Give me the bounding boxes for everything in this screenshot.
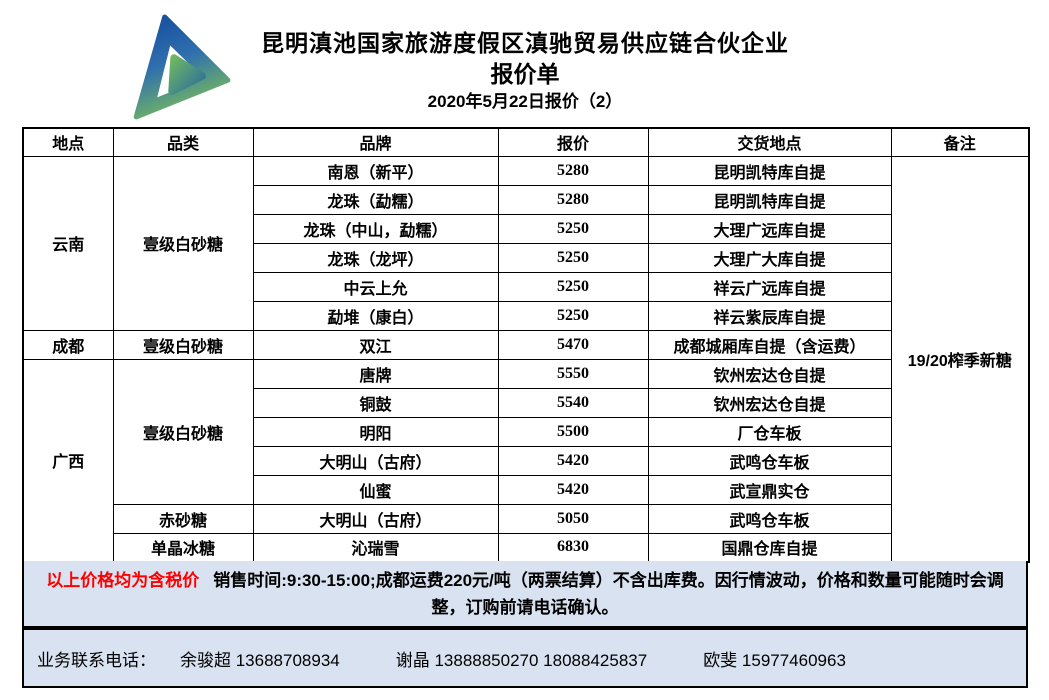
date-line: 2020年5月22日报价（2）: [427, 92, 623, 111]
delivery-cell: 武宣鼎实仓: [647, 474, 892, 505]
brand-cell: 明阳: [252, 416, 499, 447]
price-cell: 5250: [497, 213, 649, 244]
table-row: 龙珠（中山，勐糯） 5250 大理广远库自提: [23, 213, 1029, 244]
table-row: 云南 壹级白砂糖 南恩（新平） 5280 昆明凯特库自提 19/20榨季新糖: [22, 155, 1030, 563]
delivery-cell: 祥云广远库自提: [647, 271, 892, 302]
delivery-cell: 成都城厢库自提（含运费）: [647, 329, 892, 360]
quotation-table: 地点 品类 品牌 报价 交货地点 备注 云南 壹级白砂糖 南恩（新平） 5280 昆明凯特库自提 1…: [22, 127, 1030, 563]
note-text: 以上价格均为含税价 销售时间:9:30-15:00;成都运费220元/吨（两票结算…: [24, 567, 1026, 621]
category-cell: 单晶冰糖: [112, 532, 254, 563]
brand-cell: 铜鼓: [252, 387, 499, 418]
contact-label: 业务联系电话：: [37, 650, 156, 670]
price-cell: 5250: [497, 242, 649, 273]
table-row: 广西 壹级白砂糖 唐牌 5550 钦州宏达仓自提: [22, 358, 1029, 563]
brand-cell: 唐牌: [252, 358, 499, 389]
table-row: 中云上允 5250 祥云广远库自提: [23, 271, 1029, 302]
delivery-cell: 钦州宏达仓自提: [647, 387, 892, 418]
column-header-0: 地点: [22, 127, 114, 157]
price-cell: 5420: [497, 474, 649, 505]
contact-person-2: 欧斐 15977460963: [703, 650, 846, 670]
remark-cell: 19/20榨季新糖: [890, 155, 1030, 563]
table-row: 铜鼓 5540 钦州宏达仓自提: [23, 387, 1029, 418]
brand-cell: 龙珠（龙坪）: [252, 242, 499, 273]
brand-cell: 大明山（古府）: [252, 503, 499, 534]
location-cell: 广西: [22, 358, 114, 563]
brand-cell: 大明山（古府）: [252, 445, 499, 476]
price-cell: 5500: [497, 416, 649, 447]
company-name: 昆明滇池国家旅游度假区滇驰贸易供应链合伙企业: [261, 30, 789, 56]
table-row: 龙珠（龙坪） 5250 大理广大库自提: [23, 242, 1029, 273]
brand-cell: 勐堆（康白）: [252, 300, 499, 331]
brand-cell: 南恩（新平）: [252, 155, 499, 186]
column-header-4: 交货地点: [647, 127, 892, 157]
category-cell: 壹级白砂糖: [112, 358, 254, 505]
price-cell: 6830: [497, 532, 649, 563]
table-row: 赤砂糖 大明山（古府） 5050 武鸣仓车板: [23, 503, 1029, 534]
price-cell: 5250: [497, 300, 649, 331]
column-header-1: 品类: [112, 127, 254, 157]
brand-cell: 双江: [252, 329, 499, 360]
price-cell: 5420: [497, 445, 649, 476]
brand-cell: 龙珠（中山，勐糯）: [252, 213, 499, 244]
table-row: 勐堆（康白） 5250 祥云紫辰库自提: [23, 300, 1029, 331]
location-cell: 成都: [22, 329, 114, 360]
delivery-cell: 国鼎仓库自提: [647, 532, 892, 563]
brand-cell: 沁瑞雪: [252, 532, 499, 563]
contact-band: 业务联系电话： 余骏超 13688708934 谢晶 13888850270 18…: [22, 628, 1028, 688]
title-block: 昆明滇池国家旅游度假区滇驰贸易供应链合伙企业 报价单 2020年5月22日报价（…: [22, 28, 1028, 114]
contact-person-0: 余骏超 13688708934: [180, 650, 340, 670]
delivery-cell: 钦州宏达仓自提: [647, 358, 892, 389]
delivery-cell: 武鸣仓车板: [647, 503, 892, 534]
price-cell: 5540: [497, 387, 649, 418]
company-logo: [133, 14, 231, 120]
table-row: 仙蜜 5420 武宣鼎实仓: [23, 474, 1029, 505]
category-cell: 壹级白砂糖: [112, 155, 254, 331]
category-cell: 壹级白砂糖: [112, 329, 254, 360]
column-header-5: 备注: [890, 127, 1030, 157]
sales-note: 销售时间:9:30-15:00;成都运费220元/吨（两票结算）不含出库费。因行…: [213, 570, 1004, 617]
delivery-cell: 大理广远库自提: [647, 213, 892, 244]
tax-note: 以上价格均为含税价: [46, 570, 200, 590]
brand-cell: 龙珠（勐糯）: [252, 184, 499, 215]
location-cell: 云南: [22, 155, 114, 331]
delivery-cell: 祥云紫辰库自提: [647, 300, 892, 331]
notes-band: 以上价格均为含税价 销售时间:9:30-15:00;成都运费220元/吨（两票结算…: [22, 561, 1028, 628]
delivery-cell: 大理广大库自提: [647, 242, 892, 273]
price-cell: 5050: [497, 503, 649, 534]
table-row: 成都 壹级白砂糖 双江 5470 成都城厢库自提（含运费）: [22, 329, 1029, 360]
contact-person-1: 谢晶 13888850270 18088425837: [395, 650, 648, 670]
price-cell: 5550: [497, 358, 649, 389]
delivery-cell: 厂仓车板: [647, 416, 892, 447]
price-cell: 5280: [497, 184, 649, 215]
price-cell: 5250: [497, 271, 649, 302]
price-cell: 5470: [497, 329, 649, 360]
column-header-2: 品牌: [252, 127, 499, 157]
doc-title: 报价单: [490, 61, 560, 87]
category-cell: 赤砂糖: [112, 503, 254, 534]
column-header-3: 报价: [497, 127, 649, 157]
delivery-cell: 昆明凯特库自提: [647, 184, 892, 215]
delivery-cell: 武鸣仓车板: [647, 445, 892, 476]
brand-cell: 中云上允: [252, 271, 499, 302]
logo-play-triangle: [168, 54, 206, 95]
brand-cell: 仙蜜: [252, 474, 499, 505]
price-cell: 5280: [497, 155, 649, 186]
table-row: 大明山（古府） 5420 武鸣仓车板: [23, 445, 1029, 476]
table-row: 单晶冰糖 沁瑞雪 6830 国鼎仓库自提: [23, 532, 1029, 563]
table-header-row: 地点 品类 品牌 报价 交货地点 备注: [22, 127, 1030, 157]
delivery-cell: 昆明凯特库自提: [647, 155, 892, 186]
